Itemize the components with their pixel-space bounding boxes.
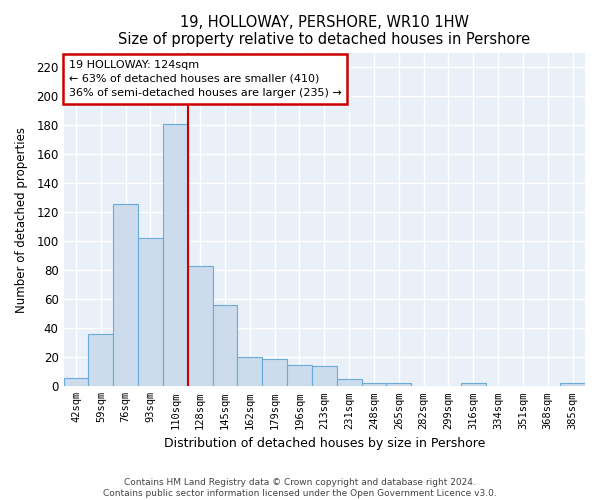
Bar bbox=[461, 384, 485, 386]
Bar bbox=[287, 364, 312, 386]
Bar bbox=[188, 266, 212, 386]
Bar bbox=[238, 358, 262, 386]
Bar bbox=[64, 378, 88, 386]
Bar bbox=[362, 384, 386, 386]
Bar bbox=[88, 334, 113, 386]
Bar bbox=[560, 384, 585, 386]
Bar bbox=[163, 124, 188, 386]
Bar bbox=[212, 305, 238, 386]
Text: Contains HM Land Registry data © Crown copyright and database right 2024.
Contai: Contains HM Land Registry data © Crown c… bbox=[103, 478, 497, 498]
X-axis label: Distribution of detached houses by size in Pershore: Distribution of detached houses by size … bbox=[164, 437, 485, 450]
Y-axis label: Number of detached properties: Number of detached properties bbox=[15, 126, 28, 312]
Bar bbox=[337, 379, 362, 386]
Bar bbox=[386, 384, 411, 386]
Bar bbox=[312, 366, 337, 386]
Text: 19 HOLLOWAY: 124sqm
← 63% of detached houses are smaller (410)
36% of semi-detac: 19 HOLLOWAY: 124sqm ← 63% of detached ho… bbox=[68, 60, 341, 98]
Bar bbox=[113, 204, 138, 386]
Title: 19, HOLLOWAY, PERSHORE, WR10 1HW
Size of property relative to detached houses in: 19, HOLLOWAY, PERSHORE, WR10 1HW Size of… bbox=[118, 15, 530, 48]
Bar bbox=[138, 238, 163, 386]
Bar bbox=[262, 358, 287, 386]
